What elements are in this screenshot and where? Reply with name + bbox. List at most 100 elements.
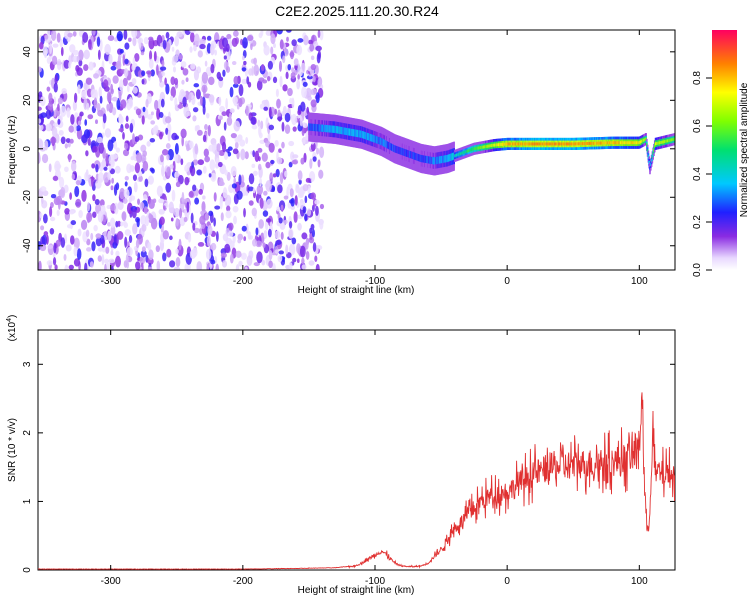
spectrogram-cell — [59, 38, 63, 48]
spectrogram-cell — [289, 97, 293, 104]
spectrogram-cell — [134, 52, 140, 62]
spectrogram-cell — [43, 231, 49, 236]
spectrogram-cell — [189, 46, 193, 53]
spectrogram-cell — [265, 180, 272, 192]
spectrogram-cell — [146, 140, 151, 147]
spectrogram-cell — [288, 243, 296, 256]
spectrogram-cell — [46, 260, 53, 266]
spectrogram-cell — [119, 79, 124, 92]
colorbar-tick-label: 0.4 — [692, 167, 703, 181]
spectrogram-cell — [143, 36, 149, 45]
snr-y-ticks: 0 1 2 3 — [22, 361, 675, 573]
spectrogram-cell — [179, 208, 183, 219]
spectrogram-cell — [317, 78, 322, 87]
spectrogram-cell — [60, 186, 66, 199]
spectrogram-cell — [48, 163, 52, 173]
spectrogram-cell — [76, 55, 80, 63]
spectrogram-cell — [219, 115, 223, 120]
spectrogram-cell — [283, 195, 289, 200]
spectrogram-cell — [56, 209, 60, 216]
spectrogram-cell — [141, 115, 145, 125]
spectrogram-cell — [270, 159, 275, 165]
spectrogram-cell — [250, 116, 257, 125]
spectrogram-cell — [289, 50, 295, 60]
spectrogram-cell — [239, 139, 246, 147]
spectrogram-cell — [162, 252, 167, 262]
spectrogram-cell — [208, 144, 215, 152]
spectrogram-cell — [214, 49, 218, 56]
spectrogram-cell — [49, 42, 53, 55]
spectrogram-cell — [110, 83, 114, 93]
spectrogram-cell — [97, 109, 104, 117]
spectrogram-cell — [174, 77, 179, 86]
spectrogram-cell — [218, 76, 224, 82]
spectrogram-cell — [228, 112, 232, 119]
spectrogram-cell — [102, 247, 106, 253]
spectrogram-cell — [134, 162, 140, 174]
snr-multiplier-close: ) — [7, 315, 18, 318]
spectrogram-cell — [217, 161, 223, 168]
spectrogram-cell — [99, 39, 103, 52]
spectrogram-cell — [118, 115, 124, 124]
spectrogram-cell — [110, 266, 114, 270]
spectrogram-cell — [38, 66, 42, 73]
spectrogram-x-tick-label: -100 — [365, 276, 385, 287]
spectrogram-cell — [126, 246, 133, 257]
spectrogram-cell — [38, 260, 42, 270]
spectrogram-cell — [283, 219, 288, 224]
colorbar-tick-label: 0.8 — [692, 71, 703, 85]
spectrogram-cell — [83, 49, 90, 60]
spectrogram-cell — [314, 199, 320, 205]
spectrogram-cell — [319, 220, 324, 230]
spectrogram-cell — [268, 142, 275, 153]
spectrogram-cell — [314, 255, 318, 262]
spectrogram-cell — [291, 67, 295, 73]
spectrogram-cell — [52, 175, 59, 181]
spectrogram-cell — [101, 158, 106, 168]
spectrogram-cell — [277, 255, 283, 263]
spectrogram-cell — [269, 172, 274, 183]
spectrogram-cell — [232, 83, 239, 88]
spectrogram-cell — [290, 197, 295, 207]
spectrogram-cell — [83, 64, 89, 72]
spectrogram-cell — [192, 115, 197, 122]
spectrogram-cell — [70, 235, 75, 245]
spectrogram-cell — [201, 71, 209, 84]
spectrogram-cell — [52, 122, 59, 128]
spectrogram-cell — [67, 32, 73, 38]
spectrogram-cell — [61, 88, 67, 95]
spectrogram-cell — [40, 196, 44, 205]
spectrogram-cell — [227, 146, 233, 151]
spectrogram-cell — [269, 221, 273, 232]
spectrogram-cell — [292, 154, 299, 159]
spectrogram-cell — [230, 165, 237, 177]
spectrogram-cell — [81, 134, 88, 144]
spectrogram-cell — [124, 58, 129, 65]
spectrogram-cell — [187, 234, 192, 243]
spectrogram-cell — [229, 108, 235, 114]
spectrogram-cell — [124, 42, 130, 50]
spectrogram-cell — [38, 106, 42, 111]
spectrogram-cell — [127, 37, 132, 42]
spectrogram-cell — [222, 233, 229, 242]
spectrogram-cell — [44, 34, 49, 40]
spectrogram-cell — [289, 188, 294, 198]
spectrogram-cell — [65, 244, 72, 252]
spectrogram-cell — [120, 221, 124, 227]
spectrogram-cell — [243, 236, 247, 242]
spectrogram-cell — [136, 218, 140, 228]
spectrogram-cell — [280, 231, 284, 240]
spectrogram-cell — [166, 248, 172, 258]
spectrogram-cell — [232, 96, 238, 105]
spectrogram-cell — [319, 203, 325, 210]
spectrogram-cell — [223, 55, 227, 60]
spectrogram-cell — [278, 148, 282, 153]
spectrogram-cell — [79, 111, 84, 117]
spectrogram-cell — [111, 177, 115, 184]
spectrogram-cell — [258, 219, 264, 229]
spectrogram-cell — [156, 185, 163, 197]
spectrogram-cell — [108, 165, 112, 171]
spectrogram-cell — [287, 87, 293, 97]
spectrogram-cell — [192, 222, 196, 231]
